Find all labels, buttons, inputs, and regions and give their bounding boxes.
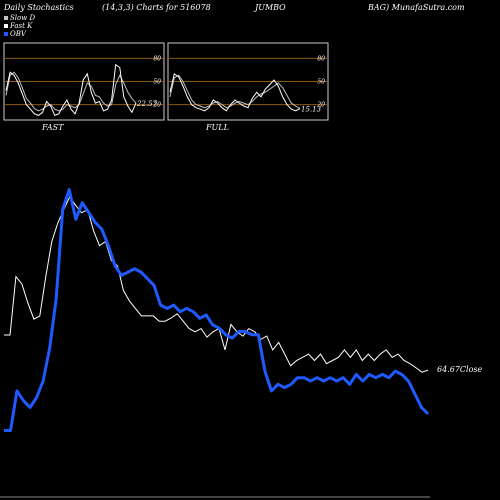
fast-series-fast-k (5, 63, 137, 117)
full-ytick-label: 80 (317, 55, 325, 62)
fast-last-value-label: 22.57 (136, 100, 158, 108)
chart-header-left: Daily Stochastics (4, 3, 74, 12)
legend-label: Slow D (10, 14, 36, 22)
obv-line (4, 188, 430, 432)
full-series-slow-d (169, 74, 301, 109)
chart-header-center: (14,3,3) Charts for 516078 (102, 3, 211, 12)
fast-series-slow-d (5, 71, 137, 112)
full-ytick-label: 50 (317, 79, 325, 86)
close-last-value-label: 64.67Close (437, 365, 483, 374)
close-price-line (4, 195, 429, 373)
full-last-value-label: 15.13 (301, 105, 322, 113)
legend-item-slow-d: Slow D (4, 14, 35, 22)
legend-item-fast-k: Fast K (4, 22, 32, 30)
legend-label: OBV (10, 30, 26, 38)
legend-swatch (4, 32, 8, 36)
full-ytick-label: 20 (316, 102, 325, 109)
fast-ytick-label: 20 (152, 102, 161, 109)
full-panel-title: FULL (205, 123, 229, 132)
legend-item-obv: OBV (4, 30, 26, 38)
chart-header-right: BAG) MunafaSutra.com (368, 3, 465, 12)
legend-swatch (4, 24, 8, 28)
fast-ytick-label: 50 (153, 79, 161, 86)
chart-header-symbol: JUMBO (255, 3, 286, 12)
fast-panel-title: FAST (41, 123, 64, 132)
legend-label: Fast K (10, 22, 33, 30)
legend-swatch (4, 16, 8, 20)
fast-ytick-label: 80 (153, 55, 161, 62)
full-series-fast-k (169, 72, 301, 112)
